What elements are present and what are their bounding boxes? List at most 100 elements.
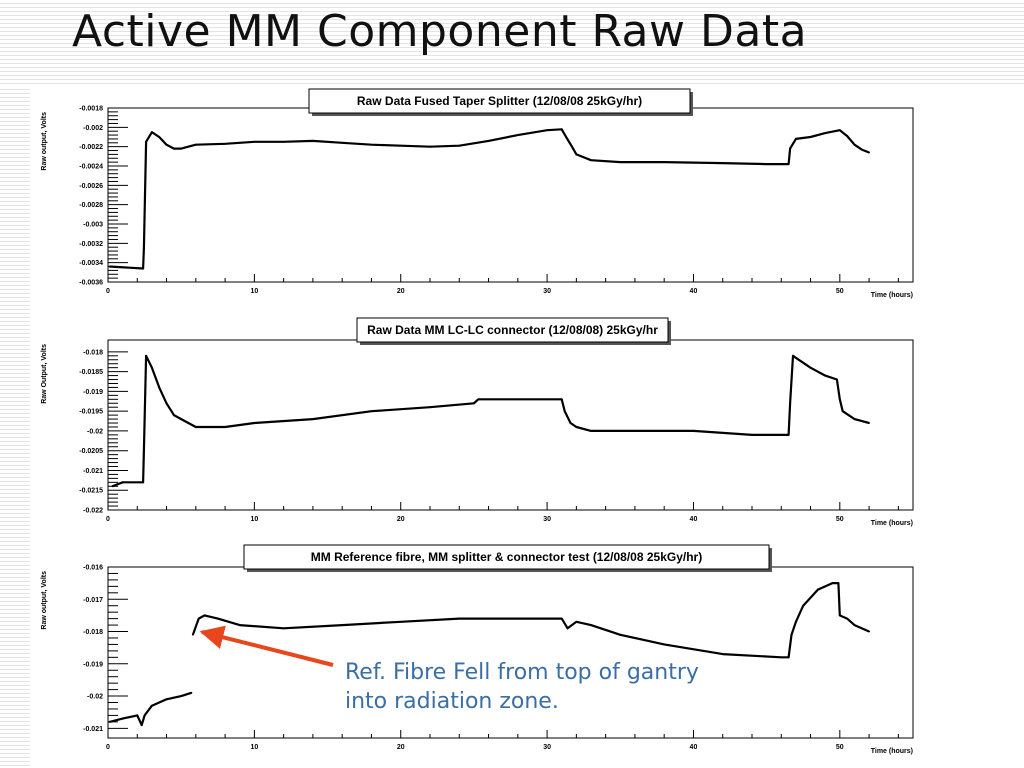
y-tick-label: -0.0205 [79,448,103,455]
data-point [142,247,145,250]
data-point [473,402,475,405]
data-point [787,163,790,165]
data-point [487,139,490,142]
y-tick-label: -0.0036 [79,280,103,287]
data-point [575,426,578,428]
data-point [194,143,197,146]
data-point [481,398,484,401]
data-point [721,653,724,656]
x-tick-label: 50 [836,516,844,523]
title-box [308,88,691,114]
data-point [341,624,344,626]
x-tick-label: 30 [543,744,551,751]
data-point [165,402,168,405]
x-tick-label: 10 [250,288,258,295]
data-point [590,430,592,432]
data-point [458,144,461,147]
data-point [108,265,111,268]
y-tick-label: -0.019 [83,661,103,668]
plot-title: Raw Data Fused Taper Splitter (12/08/08 … [357,94,642,108]
data-point [824,374,827,377]
data-point [575,620,578,623]
data-point [831,582,834,585]
plot-title: Raw Data MM LC-LC connector (12/08/08) 2… [367,323,658,337]
data-point [477,398,480,401]
y-tick-label: -0.0018 [79,106,103,113]
data-point [790,633,793,636]
data-point [546,129,548,132]
data-point [180,695,183,697]
x-tick-label: 0 [106,288,110,295]
data-point [172,414,175,417]
x-tick-label: 40 [690,516,698,523]
x-axis-title: Time (hours) [871,520,913,527]
y-tick-label: -0.018 [83,349,103,356]
data-point [692,430,695,432]
data-point [142,449,145,452]
data-point [216,617,219,620]
data-point [751,433,753,436]
y-tick-label: -0.0022 [79,144,103,151]
data-point [429,145,431,148]
data-point [516,134,519,136]
data-point [789,147,791,150]
data-point [590,624,592,626]
data-point [151,366,153,369]
data-point [868,630,870,633]
y-tick-label: -0.002 [83,125,103,132]
data-point [312,418,314,420]
data-point [191,633,194,636]
data-point [143,714,146,717]
data-point [571,145,573,148]
side-stripes [0,86,30,768]
data-point [569,422,572,424]
y-axis-title: Raw output, Volts [41,571,48,630]
chart-3: -0.016 -0.017 -0.018 -0.019 -0.02 -0.021 0 10 20… [41,544,914,755]
data-point [151,704,153,707]
data-point [142,481,145,484]
x-tick-label: 40 [690,744,698,751]
data-point [370,143,373,146]
data-point [151,131,153,134]
data-point [203,614,206,617]
data-point [721,162,724,165]
data-point [172,147,175,150]
data-point [399,144,402,147]
data-point [312,139,314,142]
data-point [180,147,183,150]
slide-title: Active MM Component Raw Data [72,6,808,57]
y-tick-label: -0.0034 [79,260,103,267]
header-stripes [0,0,1024,86]
x-tick-label: 20 [397,744,405,751]
data-point [158,136,161,138]
data-point [111,485,114,488]
y-tick-label: -0.003 [83,222,103,229]
data-point [145,140,147,143]
plot-frame [107,107,914,283]
y-tick-label: -0.021 [83,468,103,475]
x-tick-label: 0 [106,744,110,751]
data-point [663,643,666,646]
data-point [590,159,592,162]
x-tick-label: 10 [250,744,258,751]
data-point [516,398,519,401]
data-point [838,398,841,401]
y-tick-label: -0.016 [83,565,103,572]
data-point [108,720,111,723]
y-tick-label: -0.018 [83,629,103,636]
data-point [838,614,841,617]
data-point [238,624,241,626]
data-point [809,136,812,138]
data-point [560,617,563,620]
x-tick-label: 30 [543,516,551,523]
y-tick-label: -0.0032 [79,241,103,248]
chart-2: -0.018 -0.0185 -0.019 -0.0195 -0.02 -0.0205 -0… [41,317,914,527]
x-tick-label: 0 [106,516,110,523]
data-point [797,358,800,361]
data-point [197,617,200,620]
y-tick-label: -0.022 [83,508,103,515]
data-point [180,418,183,420]
y-tick-label: -0.0195 [79,409,103,416]
data-point [165,143,168,146]
